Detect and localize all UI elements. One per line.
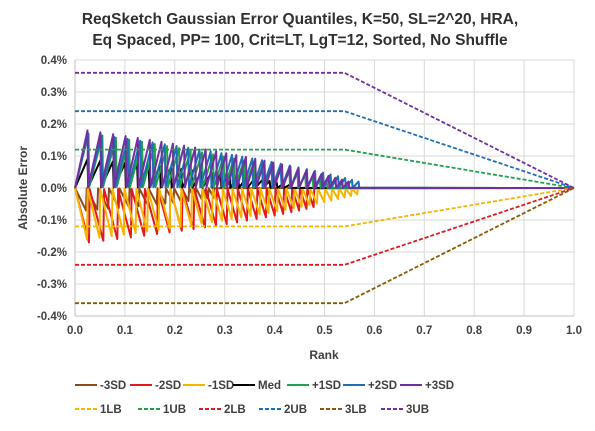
legend-label: 2UB [284,404,307,416]
legend-item: 3LB [320,404,367,416]
legend-item: +1SD [287,380,341,392]
x-tick-label: 0.0 [67,325,83,337]
x-tick-label: 0.9 [516,325,532,337]
chart-title-line-1: ReqSketch Gaussian Error Quantiles, K=50… [82,11,518,28]
x-tick-label: 0.2 [167,325,183,337]
legend: -3SD -2SD -1SD Med +1SD +2SD +3SD 1LB 1UB 2LB 2UB 3… [75,380,454,416]
y-tick-label: -0.3% [37,279,67,291]
legend-label: 1LB [100,404,122,416]
legend-item: +3SD [400,380,454,392]
series-line-1sd [74,187,575,241]
legend-item: 2LB [199,404,246,416]
series-line-2sd [74,132,575,189]
legend-item: 1UB [138,404,186,416]
series-line-3lb [75,187,575,305]
y-tick-label: -0.2% [37,247,67,259]
legend-item: -3SD [75,380,126,392]
y-tick-label: 0.2% [41,119,67,131]
legend-label: -1SD [208,380,234,392]
legend-label: -2SD [155,380,181,392]
x-tick-label: 0.6 [366,325,382,337]
legend-item: 1LB [75,404,122,416]
legend-item: -2SD [130,380,181,392]
x-tick-label: 1.0 [566,325,582,337]
legend-label: +1SD [312,380,341,392]
y-tick-label: -0.4% [37,311,67,323]
legend-item: -1SD [183,380,234,392]
y-axis-title: Absolute Error [16,146,30,230]
legend-label: 3UB [406,404,429,416]
legend-item: 3UB [381,404,429,416]
x-tick-label: 0.3 [217,325,233,337]
chart-title-line-2: Eq Spaced, PP= 100, Crit=LT, LgT=12, Sor… [92,32,508,49]
legend-label: Med [258,380,281,392]
legend-label: +3SD [425,380,454,392]
legend-label: 3LB [345,404,367,416]
plot-series [74,71,575,305]
legend-label: 1UB [163,404,186,416]
x-tick-label: 0.1 [117,325,134,337]
y-tick-label: 0.1% [41,151,67,163]
x-tick-label: 0.4 [267,325,284,337]
y-tick-label: 0.4% [41,55,67,67]
tick-labels: 0.4% 0.3% 0.2% 0.1% 0.0% -0.1% -0.2% -0.3% -0.4%… [37,55,582,337]
legend-item: Med [233,380,281,392]
legend-item: +2SD [343,380,397,392]
series-line-3ub [75,71,575,189]
series-line-3sd [74,129,575,189]
legend-label: -3SD [100,380,126,392]
legend-label: +2SD [368,380,397,392]
y-tick-label: -0.1% [37,215,67,227]
y-tick-label: 0.3% [41,87,67,99]
x-tick-label: 0.7 [416,325,432,337]
x-tick-label: 0.5 [317,325,334,337]
x-tick-label: 0.8 [466,325,483,337]
x-axis-title: Rank [309,348,339,362]
y-tick-label: 0.0% [41,183,67,195]
legend-item: 2UB [259,404,307,416]
legend-label: 2LB [224,404,246,416]
